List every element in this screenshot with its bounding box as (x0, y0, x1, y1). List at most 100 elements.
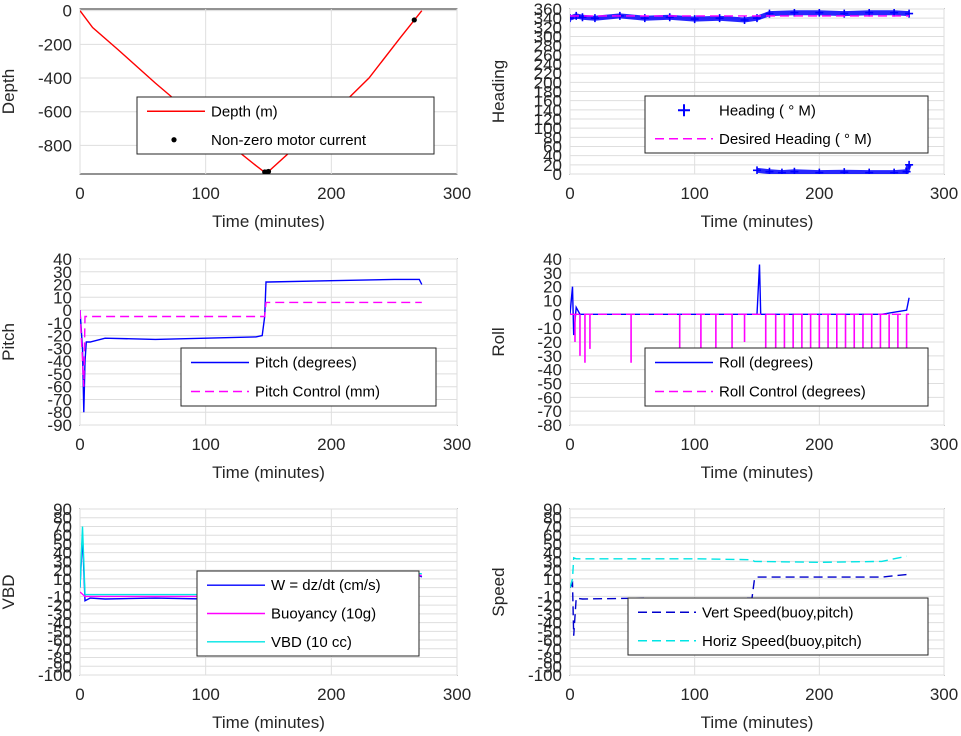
y-tick-label: -60 (537, 631, 562, 650)
panel-speed: 0 100 200 3009080706050403020100-10-20-30-4… (489, 500, 958, 732)
legend: Depth (m) Non-zero motor current (136, 96, 435, 155)
x-tick-label: 100 (191, 685, 219, 704)
panel-depth: 0 100 200 300 0 -200 -400 -600 -800 Time (minutes… (0, 2, 471, 231)
x-axis-label: Time (minutes) (701, 713, 814, 732)
y-tick-label: -50 (47, 365, 72, 384)
y-tick-label: -40 (537, 614, 562, 633)
y-tick-label: -800 (38, 136, 72, 155)
y-axis-label: Speed (489, 567, 508, 616)
y-tick-label: 90 (543, 500, 562, 519)
y-tick-label: 10 (543, 570, 562, 589)
x-tick-label: 0 (75, 184, 84, 203)
y-tick-label: 0 (63, 2, 72, 21)
x-tick-label: 100 (191, 184, 219, 203)
y-tick-label: -10 (47, 587, 72, 606)
y-tick-label: -400 (38, 69, 72, 88)
data-point (740, 16, 749, 24)
y-tick-label: 70 (53, 517, 72, 536)
y-tick-label: -20 (47, 596, 72, 615)
data-point (815, 9, 824, 17)
y-tick-label: -90 (47, 416, 72, 435)
legend-box (627, 597, 929, 656)
legend-label: Pitch (degrees) (255, 355, 357, 372)
y-tick-label: 0 (63, 579, 72, 598)
x-tick-label: 100 (680, 435, 708, 454)
y-tick-label: 30 (53, 263, 72, 282)
y-tick-label: 10 (53, 570, 72, 589)
y-tick-label: 0 (553, 165, 562, 184)
legend-label: Heading ( ° M) (719, 102, 816, 119)
x-tick-label: 200 (805, 435, 833, 454)
data-point (815, 168, 824, 174)
y-tick-label: 20 (543, 278, 562, 297)
y-tick-label: -70 (537, 402, 562, 421)
x-tick-label: 300 (930, 435, 958, 454)
y-tick-label: 60 (543, 138, 562, 157)
x-tick-label: 0 (565, 435, 574, 454)
y-tick-label: 80 (543, 128, 562, 147)
y-tick-label: -100 (528, 666, 562, 685)
data-point (690, 15, 699, 24)
y-tick-label: 120 (534, 110, 562, 129)
y-tick-label: -80 (537, 649, 562, 668)
legend-box (644, 95, 929, 154)
y-tick-label: -10 (47, 314, 72, 333)
legend-label: Roll Control (degrees) (719, 384, 866, 401)
y-axis-label: Roll (489, 327, 508, 356)
y-tick-label: -50 (47, 622, 72, 641)
data-point (902, 167, 911, 174)
y-tick-label: -30 (47, 339, 72, 358)
y-tick-label: -40 (537, 361, 562, 380)
data-point (865, 168, 874, 174)
y-axis-label: Pitch (0, 323, 18, 361)
legend-label: Desired Heading ( ° M) (719, 131, 872, 148)
x-tick-label: 200 (317, 435, 345, 454)
y-tick-label: 90 (53, 500, 72, 519)
legend-box (136, 96, 435, 155)
panel-roll: 0 100 200 300403020100-10-20-30-40-50-60-70… (489, 250, 958, 482)
legend-label: W = dz/dt (cm/s) (271, 577, 381, 594)
y-tick-label: 70 (543, 517, 562, 536)
y-tick-label: 20 (53, 276, 72, 295)
y-tick-label: 0 (553, 305, 562, 324)
y-tick-label: 30 (53, 552, 72, 571)
y-tick-label: 10 (543, 292, 562, 311)
y-tick-label: -20 (537, 333, 562, 352)
x-tick-label: 300 (443, 435, 471, 454)
legend-label: Horiz Speed(buoy,pitch) (702, 633, 862, 650)
y-tick-label: 220 (534, 64, 562, 83)
y-axis-label: Depth (0, 69, 18, 114)
y-tick-label: 160 (534, 92, 562, 111)
y-axis-label: VBD (0, 575, 18, 610)
series-group (80, 278, 423, 413)
y-tick-label: -80 (537, 416, 562, 435)
y-tick-label: 50 (53, 535, 72, 554)
y-tick-label: -70 (47, 640, 72, 659)
y-tick-label: -60 (47, 378, 72, 397)
series-line (80, 10, 423, 174)
series-band (756, 163, 912, 174)
y-tick-label: 360 (534, 0, 562, 19)
data-point (570, 14, 574, 23)
legend-label: Pitch Control (mm) (255, 384, 380, 401)
data-point (265, 168, 272, 174)
x-tick-label: 0 (75, 685, 84, 704)
y-tick-label: 10 (53, 288, 72, 307)
y-tick-label: 280 (534, 37, 562, 56)
series-line (80, 301, 422, 387)
legend-label: VBD (10 cc) (271, 634, 352, 651)
y-tick-label: 40 (543, 544, 562, 563)
x-tick-label: 300 (443, 184, 471, 203)
legend-box (644, 347, 929, 407)
y-tick-label: 0 (63, 301, 72, 320)
data-point (411, 17, 417, 23)
y-tick-label: 340 (534, 9, 562, 28)
x-tick-label: 300 (930, 685, 958, 704)
x-tick-label: 200 (317, 184, 345, 203)
legend: Vert Speed(buoy,pitch) Horiz Speed(buoy,p… (627, 597, 929, 656)
y-tick-label: -20 (47, 327, 72, 346)
x-tick-label: 100 (680, 184, 708, 203)
data-point (753, 166, 761, 174)
x-tick-label: 100 (191, 435, 219, 454)
